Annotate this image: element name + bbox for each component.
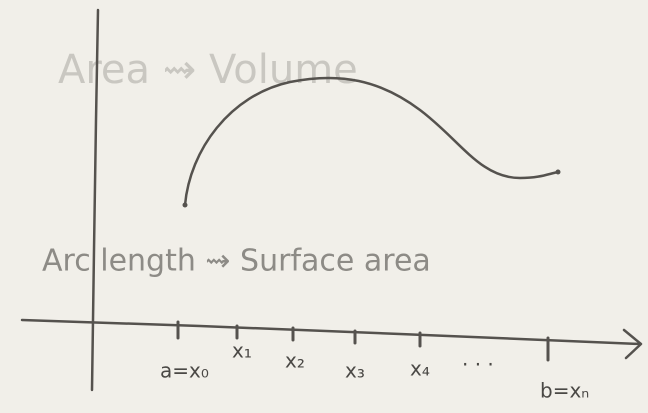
axis-label: · · · [462,353,494,377]
x-axis-arrow [622,328,643,360]
erased-note: Area ⇝ Volume [58,47,358,93]
ticks [176,320,550,362]
axis-label: x₁ [232,339,252,363]
note: Arc length ⇝ Surface area [42,244,431,279]
endpoint [555,169,561,175]
endpoint [182,202,188,208]
axis-label: x₃ [345,359,365,383]
y-axis [90,8,100,392]
axis-label: a=x₀ [160,359,209,383]
x-axis [20,318,642,346]
curve [183,76,560,207]
axis-label: b=xₙ [540,379,589,403]
axis-label: x₂ [285,349,305,373]
axis-label: x₄ [410,357,430,381]
